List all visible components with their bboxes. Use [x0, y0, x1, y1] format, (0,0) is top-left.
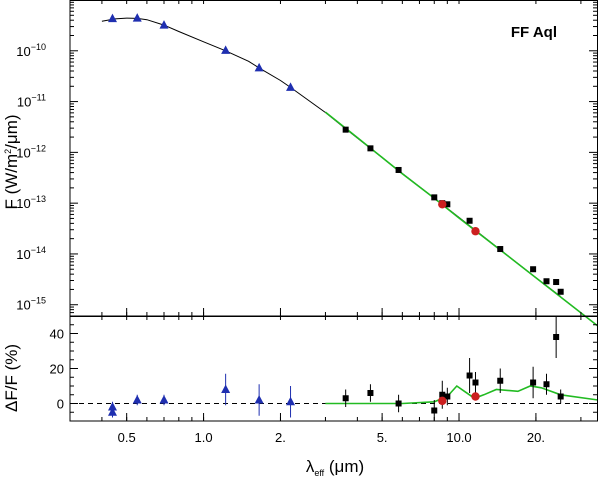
square-point-res-1-1 [367, 390, 374, 396]
triangle-point-res-0-0 [107, 402, 117, 411]
triangle-point-res-0-4 [221, 384, 231, 393]
square-point-res-1-2 [395, 400, 402, 407]
square-point-res-1-7 [472, 379, 479, 386]
y-tick-exponent-2: −12 [31, 143, 46, 153]
y-tick-label-4: 10−14 [16, 245, 46, 262]
square-point-1-9 [530, 266, 537, 273]
circle-point-res-2-1 [471, 392, 480, 401]
y-tick-label-1: 10−11 [17, 93, 46, 110]
residual-model-curve [325, 384, 598, 405]
x-axis-title: λeff (μm) [306, 457, 364, 478]
square-point-1-1 [367, 145, 374, 152]
triangle-point-res-0-1 [107, 407, 117, 416]
square-point-1-5 [444, 201, 451, 208]
residual-frame [69, 315, 598, 422]
square-point-res-1-9 [530, 379, 537, 386]
square-point-1-3 [431, 194, 438, 201]
square-point-res-1-5 [444, 393, 451, 400]
triangle-point-res-0-2 [132, 395, 142, 404]
residual-panel [70, 316, 598, 421]
square-point-res-1-3 [431, 407, 438, 414]
triangle-point-0-0 [107, 13, 117, 23]
x-tick-label-4: 10.0 [446, 430, 471, 445]
y-tick-label-5: 10−15 [16, 296, 46, 313]
x-tick-label-1: 1.0 [195, 430, 213, 445]
x-tick-label-3: 5. [377, 430, 388, 445]
y-tick-exponent-0: −10 [31, 42, 46, 52]
y-tick-exponent-4: −14 [31, 245, 46, 255]
triangle-point-res-0-5 [254, 395, 264, 404]
square-point-1-8 [497, 246, 504, 253]
square-point-1-0 [342, 126, 349, 133]
square-point-1-11 [553, 279, 560, 286]
square-point-res-1-10 [543, 381, 550, 388]
triangle-point-0-4 [254, 62, 264, 72]
x-tick-label-0: 0.5 [118, 430, 136, 445]
square-point-1-2 [395, 166, 402, 173]
ir-excess-model-curve [324, 111, 598, 327]
star-name-label: FF Aql [511, 24, 557, 41]
panel-frames: 0.5 1.0 2. 5. 10.0 20.10−1010−1110−1210−1310−… [16, 0, 598, 445]
square-point-res-1-12 [557, 393, 564, 400]
triangle-point-0-2 [159, 20, 169, 29]
triangle-point-res-0-6 [286, 396, 296, 406]
sed-panel [101, 13, 598, 327]
y-tick-exponent-3: −13 [31, 194, 46, 204]
square-point-res-1-8 [497, 377, 504, 384]
triangle-point-0-5 [286, 82, 296, 91]
y-tick-exponent-5: −15 [31, 296, 46, 306]
square-point-1-6 [466, 217, 473, 224]
sed-y-axis-title: F (W/m2/μm) [2, 114, 21, 209]
triangle-point-res-0-3 [159, 395, 169, 404]
res-y-tick-label-0: 0 [57, 397, 64, 412]
circle-point-res-2-0 [438, 396, 447, 406]
y-tick-label-0: 10−10 [16, 42, 46, 59]
x-tick-label-5: 20. [527, 430, 545, 445]
y-tick-exponent-1: −11 [31, 93, 46, 103]
triangle-point-0-1 [132, 13, 142, 22]
photosphere-model-curve [101, 17, 562, 297]
square-point-res-1-4 [439, 391, 446, 398]
square-point-1-10 [543, 278, 550, 285]
square-point-res-1-11 [553, 334, 560, 340]
square-point-res-1-6 [466, 372, 473, 379]
x-tick-label-2: 2. [275, 430, 286, 445]
res-y-tick-label-1: 20 [50, 362, 64, 377]
circle-point-2-1 [471, 227, 480, 236]
residual-y-axis-title: ΔF/F (%) [2, 344, 21, 412]
res-y-tick-label-2: 40 [50, 327, 64, 342]
triangle-point-0-3 [221, 45, 231, 54]
sed-frame [69, 0, 598, 317]
circle-point-2-0 [438, 200, 447, 209]
square-point-res-1-0 [342, 395, 349, 402]
square-point-1-12 [557, 288, 564, 295]
